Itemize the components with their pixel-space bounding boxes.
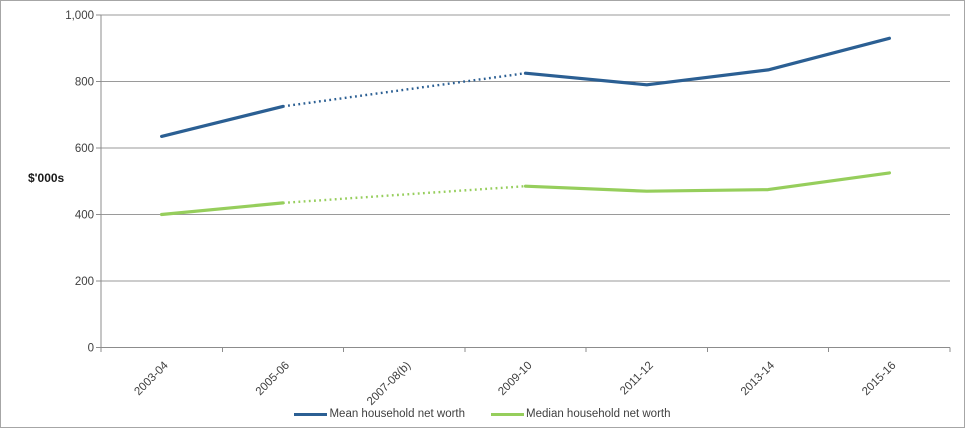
x-tick-label: 2007-08(b) [365, 360, 413, 408]
x-tick-label: 2005-06 [254, 360, 292, 398]
x-tick-label: 2003-04 [132, 359, 171, 398]
y-tick-label: 400 [75, 210, 94, 222]
x-tick-label: 2011-12 [618, 360, 656, 398]
series-line-median-household-net-worth [523, 171, 892, 193]
x-axis-tick-labels: 2003-04 2005-06 2007-08(b) 2009-10 2011-12 20… [132, 359, 898, 408]
series-line-median-household-net-worth [160, 201, 285, 217]
y-axis-title: $'000s [28, 171, 65, 185]
y-tick-label: 200 [75, 276, 94, 288]
axes [96, 14, 951, 352]
series-line-mean-household-net-worth [160, 104, 285, 138]
series-line-mean-household-net-worth [523, 36, 892, 87]
legend-item-mean-household-net-worth: Mean household net worth [294, 408, 465, 420]
legend-swatch-mean-household-net-worth [294, 412, 328, 416]
legend: Mean household net worth Median household… [1, 408, 964, 420]
x-tick-label: 2013-14 [739, 359, 778, 398]
series-lines [160, 36, 892, 217]
legend-item-median-household-net-worth: Median household net worth [491, 408, 671, 420]
y-tick-label: 1,000 [65, 10, 94, 22]
legend-label: Median household net worth [526, 408, 671, 420]
series-line-mean-household-net-worth-dotted [282, 72, 526, 108]
series-line-median-household-net-worth-dotted [282, 185, 526, 205]
y-tick-label: 800 [75, 77, 94, 89]
x-tick-label: 2015-16 [860, 360, 898, 398]
legend-label: Mean household net worth [329, 408, 466, 420]
y-tick-label: 600 [75, 143, 94, 155]
x-tick-label: 2009-10 [496, 360, 534, 398]
legend-swatch-median-household-net-worth [491, 412, 525, 416]
y-axis-tick-labels: 0 200 400 600 800 1,000 [65, 10, 94, 355]
y-tick-label: 0 [88, 343, 94, 355]
